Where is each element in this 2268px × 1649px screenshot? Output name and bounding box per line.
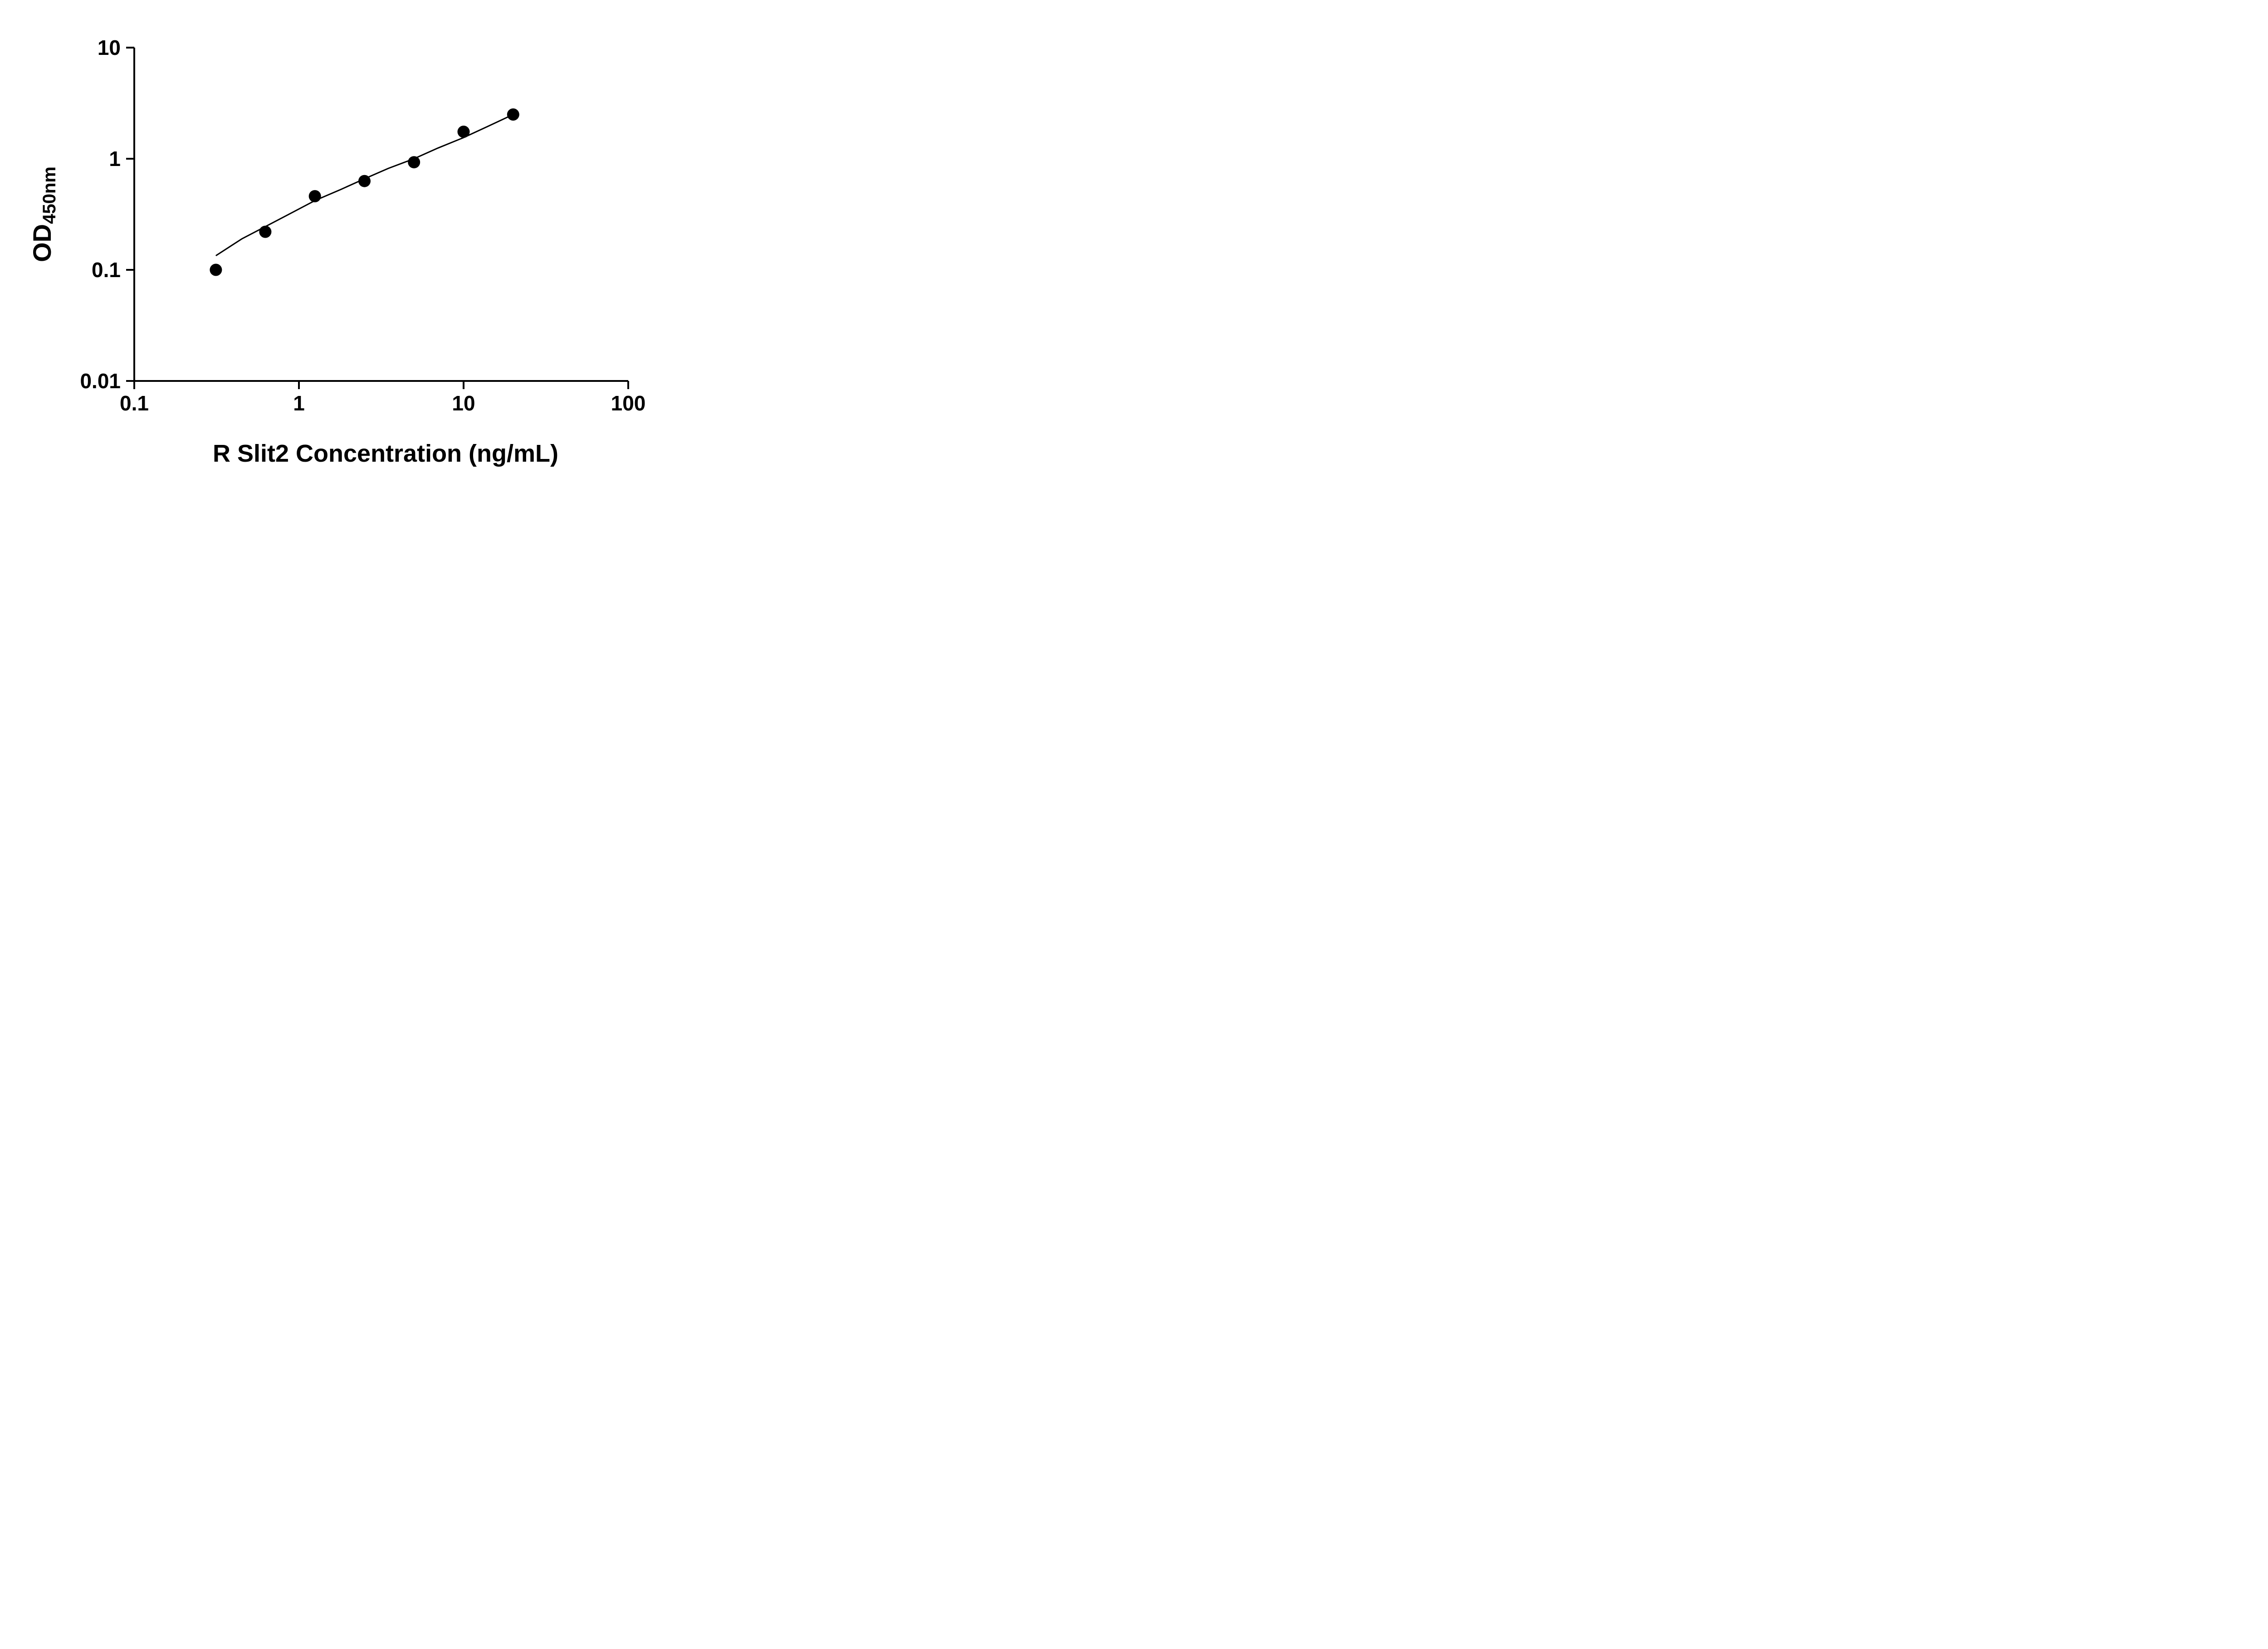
data-point: [457, 126, 470, 138]
data-point: [259, 225, 272, 238]
y-axis-title-subscript: 450nm: [39, 166, 59, 224]
data-point: [210, 263, 222, 276]
x-tick-label: 100: [611, 391, 646, 415]
plot-svg: R Slit2 Concentration (ng/mL) 0.1 1 10 100 0…: [28, 36, 646, 467]
data-point: [408, 156, 420, 169]
y-axis-title-main: OD: [28, 224, 56, 262]
x-tick-label: 10: [452, 391, 475, 415]
y-tick-label: 1: [109, 147, 121, 171]
y-tick-label: 0.01: [80, 369, 121, 393]
x-axis-title: R Slit2 Concentration (ng/mL): [213, 440, 558, 467]
y-axis-title: OD450nm: [28, 166, 59, 262]
fit-line: [215, 114, 514, 256]
elisa-standard-curve-chart: R Slit2 Concentration (ng/mL) 0.1 1 10 100 0…: [0, 0, 699, 495]
x-tick-label: 0.1: [120, 391, 149, 415]
y-tick-label: 0.1: [92, 258, 121, 282]
y-tick-label: 10: [98, 36, 121, 59]
x-tick-label: 1: [293, 391, 305, 415]
